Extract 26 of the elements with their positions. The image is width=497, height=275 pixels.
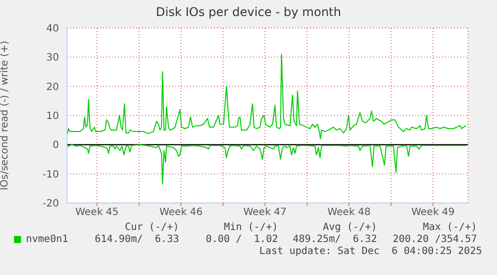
text: 200.20 /354.57	[392, 234, 477, 245]
text: Max (-/+)	[422, 222, 477, 233]
x-tick-label: Week 47	[243, 207, 287, 218]
text: Last update: Sat Dec 6 04:00:25 2025	[259, 246, 482, 257]
text: Avg (-/+)	[322, 222, 377, 233]
text: Cur (-/+)	[124, 222, 179, 233]
y-tick-label: -10	[42, 169, 59, 180]
x-tick-label: Week 45	[75, 207, 119, 218]
x-tick-label: Week 46	[159, 207, 203, 218]
y-tick-label: -20	[42, 198, 59, 210]
y-tick-label: 0	[52, 140, 59, 152]
text: 614.90m/ 6.33	[94, 234, 179, 245]
y-tick-label: 20	[46, 82, 59, 93]
line-series	[67, 144, 466, 185]
text: Min (-/+)	[224, 222, 278, 233]
text: 489.25m/ 6.32	[292, 234, 377, 245]
y-tick-label: 30	[46, 52, 59, 64]
line-series	[67, 54, 466, 140]
text: 0.00 / 1.02	[206, 234, 278, 245]
y-tick-label: 40	[46, 24, 59, 35]
y-tick-label: 10	[46, 111, 59, 122]
x-tick-label: Week 48	[327, 207, 371, 218]
legend-label: nvme0n1	[26, 234, 68, 245]
chart-title: Disk IOs per device - by month	[154, 5, 342, 19]
x-tick-label: Week 49	[411, 207, 455, 218]
y-axis-title: IOs/second read (-) / write (+)	[0, 40, 11, 190]
